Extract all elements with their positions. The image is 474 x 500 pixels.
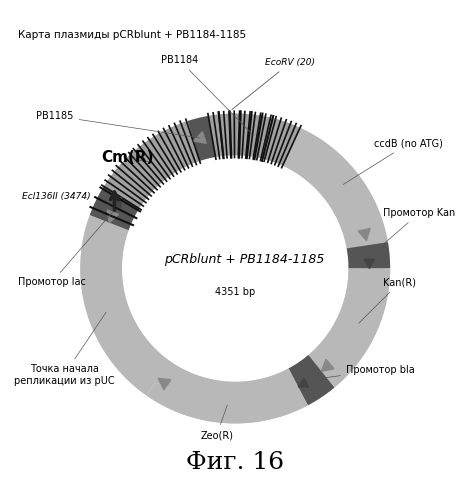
Text: Kan(R): Kan(R) [359,278,416,323]
Text: Точка начала
репликации из pUC: Точка начала репликации из pUC [14,312,114,386]
Text: Промотор lac: Промотор lac [18,212,113,288]
Polygon shape [358,228,370,240]
Text: Ecl136II (3474): Ecl136II (3474) [22,192,109,205]
Text: ccdB (no ATG): ccdB (no ATG) [343,138,443,184]
Text: Фиг. 16: Фиг. 16 [186,452,284,474]
Text: Карта плазмиды pCRblunt + PB1184-1185: Карта плазмиды pCRblunt + PB1184-1185 [18,30,246,40]
Text: PB1185: PB1185 [36,111,200,138]
Text: 4351 bp: 4351 bp [215,286,255,296]
Text: Cm(R): Cm(R) [101,150,154,165]
Polygon shape [321,360,334,372]
Text: Промотор bla: Промотор bla [313,366,415,380]
Polygon shape [112,198,121,208]
Polygon shape [158,378,171,390]
Text: EcoRV (20): EcoRV (20) [232,58,315,110]
Text: Zeo(R): Zeo(R) [200,405,233,440]
Text: Промотор Kan: Промотор Kan [371,208,456,255]
Polygon shape [107,210,118,222]
Text: pCRblunt + PB1184-1185: pCRblunt + PB1184-1185 [164,253,325,266]
Polygon shape [364,260,374,268]
Polygon shape [298,378,309,387]
Text: PB1184: PB1184 [161,56,252,134]
Polygon shape [194,132,206,143]
